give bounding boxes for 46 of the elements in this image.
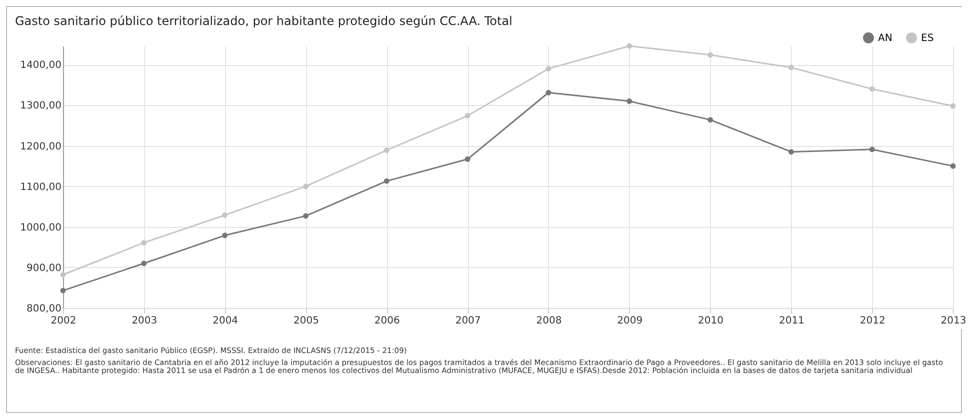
chart-title: Gasto sanitario público territorializado, por habitante protegido según CC.AA. Total	[15, 14, 512, 28]
x-tick-label: 2003	[132, 316, 158, 326]
point	[626, 43, 632, 49]
legend-label: ES	[921, 32, 934, 44]
y-tick-label: 900,00	[26, 262, 62, 274]
point	[708, 117, 714, 123]
y-tick-label: 1100,00	[20, 182, 62, 193]
x-tick-label: 2006	[374, 316, 400, 326]
point	[546, 66, 552, 72]
point	[222, 232, 228, 238]
point	[464, 113, 470, 118]
point	[141, 240, 147, 246]
x-tick-label: 2002	[50, 316, 76, 326]
point	[950, 103, 956, 109]
x-tick-label: 2008	[536, 316, 562, 326]
point	[384, 178, 390, 184]
y-tick-label: 800,00	[26, 304, 62, 314]
point	[222, 212, 228, 218]
point	[302, 184, 308, 190]
x-tick-label: 2012	[860, 316, 886, 326]
point	[950, 163, 956, 169]
point	[788, 149, 794, 155]
y-tick-label: 1300,00	[20, 100, 62, 112]
y-tick-label: 1400,00	[20, 60, 62, 72]
point	[708, 52, 714, 58]
legend-label: AN	[878, 32, 892, 44]
x-tick-label: 2011	[778, 316, 804, 326]
point	[626, 98, 632, 104]
point	[546, 90, 552, 96]
point	[869, 146, 875, 152]
x-tick-label: 2007	[455, 316, 481, 326]
point	[869, 86, 875, 92]
point	[60, 272, 66, 278]
y-tick-label: 1000,00	[20, 222, 62, 234]
x-tick-label: 2010	[698, 316, 724, 326]
point	[302, 213, 308, 219]
x-tick-label: 2005	[294, 316, 319, 326]
point	[788, 64, 794, 70]
point	[60, 288, 66, 294]
x-tick-label: 2004	[212, 316, 238, 326]
point	[464, 156, 470, 162]
point	[141, 260, 147, 266]
x-tick-label: 2013	[940, 316, 966, 326]
point	[384, 148, 390, 153]
y-tick-label: 1200,00	[20, 141, 62, 152]
x-tick-label: 2009	[617, 316, 643, 326]
